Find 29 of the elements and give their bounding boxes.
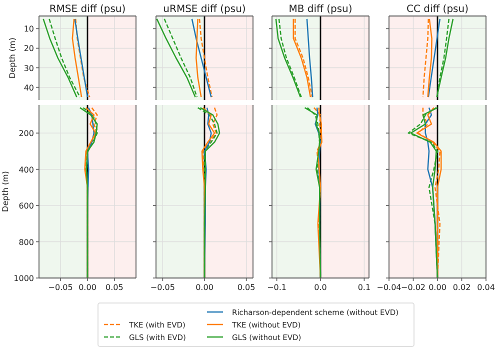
x-tick-label: 0.00 — [428, 283, 446, 292]
y-tick-label: 10 — [24, 24, 34, 34]
y-axis-title: Depth (m) — [8, 38, 17, 78]
x-tick-label: −0.1 — [267, 283, 287, 292]
x-tick-label: 0.0 — [314, 283, 327, 292]
x-tick-label: −0.05 — [150, 283, 175, 292]
y-tick-label: 800 — [18, 238, 34, 247]
y-tick-label: 400 — [18, 165, 34, 174]
x-tick-label: 0.00 — [196, 283, 214, 292]
x-tick-label: 0.1 — [358, 283, 371, 292]
y-tick-label: 600 — [18, 202, 34, 211]
x-tick-label: −0.05 — [48, 283, 73, 292]
y-tick-label: 30 — [24, 64, 34, 73]
chart-title: uRMSE diff (psu) — [163, 4, 246, 15]
x-tick-label: −0.04 — [376, 283, 402, 292]
x-tick-label: −0.02 — [400, 283, 426, 292]
x-tick-label: 0.02 — [452, 283, 471, 292]
x-tick-label: 0.05 — [237, 283, 256, 292]
chart-title: RMSE diff (psu) — [49, 4, 126, 15]
x-tick-label: 0.04 — [477, 283, 495, 292]
y-tick-label: 200 — [18, 129, 34, 138]
x-tick-label: 0.05 — [106, 283, 124, 292]
chart-title: CC diff (psu) — [406, 4, 469, 15]
y-tick-label: 20 — [24, 44, 34, 54]
y-tick-label: 40 — [24, 83, 34, 92]
x-tick-label: 0.00 — [78, 283, 96, 292]
y-tick-label: 1000 — [14, 274, 34, 283]
y-axis-title: Depth (m) — [1, 171, 10, 212]
chart-title: MB diff (psu) — [288, 4, 352, 15]
